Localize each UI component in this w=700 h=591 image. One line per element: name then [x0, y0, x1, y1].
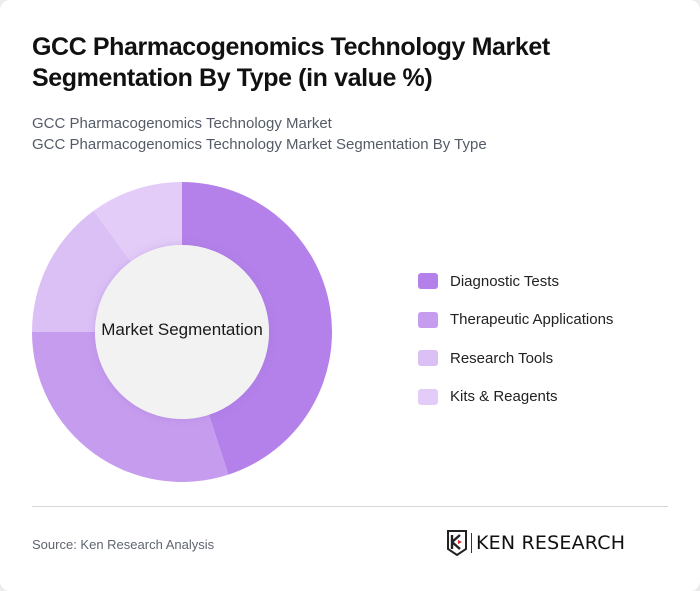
logo-separator — [471, 533, 472, 553]
donut-slice-diagnostic-tests[interactable] — [182, 182, 332, 475]
legend-swatch — [418, 273, 438, 290]
legend-swatch — [418, 311, 438, 328]
chart-title: GCC Pharmacogenomics Technology Market S… — [32, 33, 550, 92]
logo-text: KEN RESEARCH — [476, 532, 626, 554]
legend-swatch — [418, 350, 438, 367]
legend-label: Research Tools — [450, 349, 554, 367]
footer-divider — [32, 506, 668, 507]
donut-chart — [32, 182, 332, 482]
legend-label: Diagnostic Tests — [450, 272, 559, 290]
ken-research-logo: KEN RESEARCH — [447, 530, 625, 556]
subtitle-line-1: GCC Pharmacogenomics Technology Market — [32, 115, 332, 132]
donut-slice-kits-reagents[interactable] — [93, 182, 182, 262]
chart-legend: Diagnostic Tests Therapeutic Application… — [418, 262, 613, 416]
legend-item-diagnostic-tests[interactable]: Diagnostic Tests — [418, 262, 613, 301]
donut-slice-therapeutic-applications[interactable] — [32, 332, 229, 482]
chart-subtitle: GCC Pharmacogenomics Technology Market G… — [32, 113, 487, 155]
donut-hole — [95, 245, 269, 419]
donut-slices — [32, 182, 332, 482]
legend-label: Kits & Reagents — [450, 388, 558, 406]
donut-slice-research-tools[interactable] — [32, 210, 131, 332]
legend-item-therapeutic-applications[interactable]: Therapeutic Applications — [418, 301, 613, 340]
legend-label: Therapeutic Applications — [450, 311, 614, 329]
legend-item-kits-reagents[interactable]: Kits & Reagents — [418, 378, 613, 417]
subtitle-line-2: GCC Pharmacogenomics Technology Market S… — [32, 136, 487, 153]
legend-swatch — [418, 388, 438, 405]
legend-item-research-tools[interactable]: Research Tools — [418, 339, 613, 378]
source-note: Source: Ken Research Analysis — [32, 537, 215, 552]
ken-research-shield-icon — [447, 530, 467, 556]
donut-center-label: Market Segmentation — [101, 320, 263, 339]
